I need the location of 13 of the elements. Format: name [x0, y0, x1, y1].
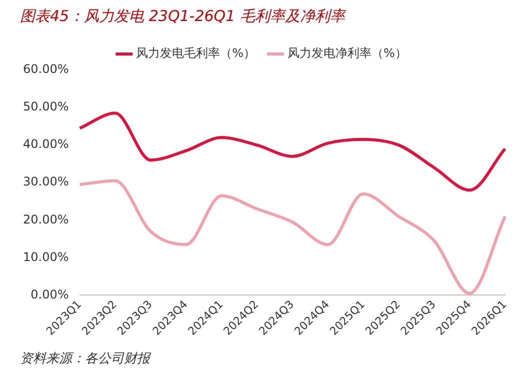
y-tick-label: 50.00% [22, 100, 69, 114]
text: 资料来源：各公司财报 [20, 352, 152, 367]
chart-title: 图表45：风力发电 23Q1-26Q1 毛利率及净利率 [20, 6, 347, 25]
legend-label: 风力发电毛利率（%） [136, 46, 256, 60]
y-tick-label: 0.00% [30, 287, 69, 302]
y-tick-label: 30.00% [22, 174, 69, 189]
line-series [78, 179, 506, 295]
y-tick-label: 20.00% [22, 212, 69, 226]
line-series [78, 112, 506, 192]
legend-label: 风力发电净利率（%） [288, 46, 407, 60]
y-tick-label: 60.00% [22, 62, 69, 76]
y-tick-label: 40.00% [22, 137, 69, 152]
y-tick-label: 10.00% [22, 250, 69, 264]
